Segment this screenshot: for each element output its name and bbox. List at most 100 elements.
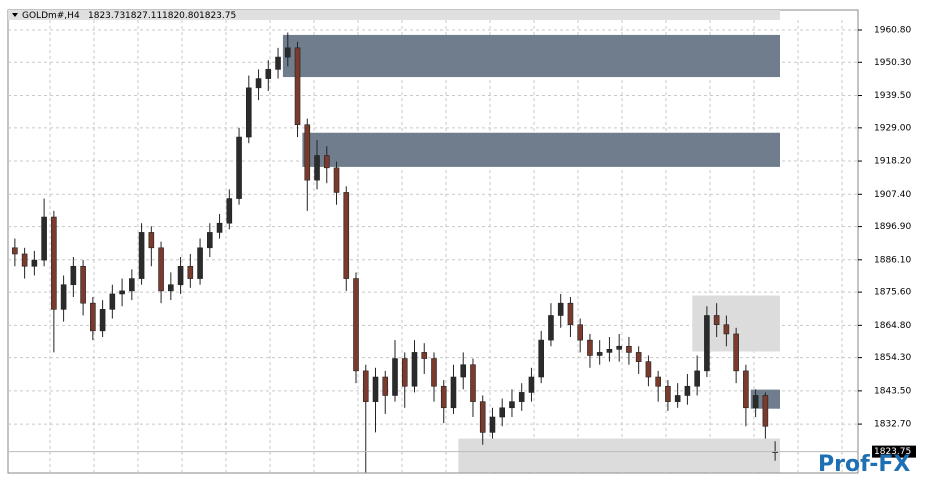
candle-body: [119, 290, 125, 295]
y-tick-label: 1960.80: [874, 25, 911, 35]
candle-body: [158, 247, 164, 292]
candle-body: [743, 370, 749, 409]
y-tick-label: 1896.90: [874, 222, 911, 232]
candle-body: [31, 259, 38, 267]
candle-body: [343, 192, 350, 279]
candle-body: [275, 56, 281, 70]
candle-body: [723, 324, 730, 335]
candle-body: [713, 315, 720, 326]
candle-body: [567, 302, 574, 326]
candle-body: [684, 385, 691, 396]
candle-body: [548, 315, 554, 341]
candle-body: [51, 216, 57, 310]
candle-body: [168, 284, 174, 292]
candle-body: [177, 265, 184, 286]
zone: [302, 132, 780, 167]
candle-body: [616, 345, 622, 350]
candle-body: [392, 358, 398, 396]
zone: [282, 34, 780, 78]
plot-frame: [7, 9, 859, 474]
header-value: 1827.11: [125, 11, 162, 21]
candle-body: [187, 265, 194, 279]
zone: [458, 438, 780, 473]
candle-body: [333, 167, 340, 193]
candle-body: [596, 352, 603, 356]
candle-body: [460, 364, 467, 378]
y-tick-label: 1832.70: [874, 420, 911, 430]
candle-body: [626, 345, 632, 353]
candle-body: [226, 198, 233, 224]
last-price-label: 1823.75: [874, 447, 911, 457]
candle-body: [323, 155, 330, 169]
y-tick-label: 1843.50: [874, 386, 911, 396]
candle-body: [538, 339, 545, 378]
candle-body: [431, 358, 437, 387]
candle-body: [674, 395, 681, 402]
candle-body: [99, 309, 106, 332]
candle-body: [314, 155, 320, 181]
header-value: 1823.73: [88, 11, 125, 21]
last-price-box: [872, 445, 916, 458]
candle-body: [752, 395, 759, 409]
candle-body: [129, 278, 135, 292]
y-tick-label: 1918.20: [874, 157, 911, 167]
header-value: 1823.75: [199, 11, 236, 21]
candle-body: [401, 358, 408, 387]
y-tick-label: 1886.10: [874, 255, 911, 265]
candle-body: [90, 302, 96, 332]
candle-body: [762, 395, 769, 427]
candle-body: [421, 352, 428, 359]
candle-body: [509, 401, 515, 409]
y-tick-label: 1864.80: [874, 321, 911, 331]
y-tick-label: 1907.40: [874, 190, 911, 200]
candle-body: [606, 349, 613, 353]
candle-body: [197, 247, 203, 279]
candle-body: [655, 376, 661, 387]
candle-body: [587, 339, 593, 356]
candle-body: [528, 376, 535, 393]
candle-body: [645, 361, 652, 378]
candle-body: [294, 47, 301, 126]
candle-body: [577, 324, 583, 341]
candle-body: [207, 232, 213, 249]
header-value: 1820.80: [162, 11, 199, 21]
candle-body: [284, 47, 291, 58]
y-axis: 1960.80 1950.30 1939.50 1929.00 1918.20 1907.…: [8, 25, 916, 458]
candle-body: [470, 364, 476, 402]
y-tick-label: 1929.00: [874, 123, 911, 133]
y-tick-label: 1854.30: [874, 353, 911, 363]
candle-body: [255, 78, 262, 89]
candle-body: [353, 278, 359, 372]
candles: [12, 32, 778, 473]
candle-body: [109, 293, 116, 310]
candle-body: [60, 284, 67, 310]
candle-body: [411, 352, 418, 387]
candle-body: [479, 401, 486, 433]
candle-body: [557, 302, 564, 316]
header-values: 1823.73 1827.11 1820.80 1823.75: [88, 11, 236, 21]
watermark: Prof-FX: [818, 452, 910, 477]
y-tick-label: 1950.30: [874, 58, 911, 68]
header-bar: [8, 10, 780, 20]
candle-body: [70, 265, 77, 286]
candle-body: [635, 352, 642, 362]
candle-body: [236, 136, 242, 199]
candle-body: [450, 376, 457, 409]
candle-body: [41, 216, 47, 261]
header-arrow: [12, 13, 18, 17]
candle-body: [733, 333, 739, 372]
candle-body: [372, 376, 379, 402]
symbol: GOLDm#,H4: [22, 11, 80, 21]
candle-body: [245, 87, 252, 138]
candle-body: [518, 392, 525, 402]
candle-body: [362, 370, 369, 402]
candle-body: [499, 407, 506, 418]
candle-body: [489, 416, 496, 433]
candle-body: [148, 232, 155, 249]
candle-body: [304, 124, 311, 181]
candle-body: [80, 265, 86, 304]
candle-body: [704, 315, 710, 372]
y-tick-label: 1939.50: [874, 91, 911, 101]
candle-body: [665, 385, 671, 402]
